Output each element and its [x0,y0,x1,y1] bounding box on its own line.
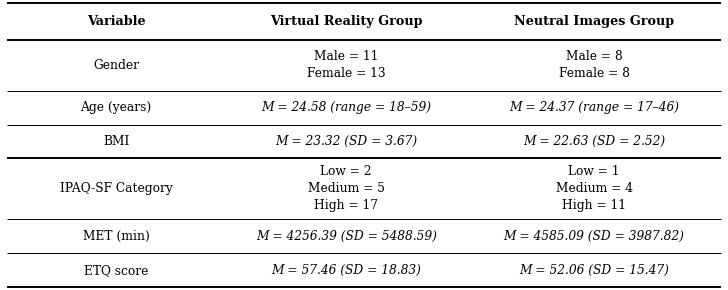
Text: BMI: BMI [103,135,130,148]
Text: Low = 1
Medium = 4
High = 11: Low = 1 Medium = 4 High = 11 [555,165,633,213]
Text: Gender: Gender [93,59,139,72]
Text: Low = 2
Medium = 5
High = 17: Low = 2 Medium = 5 High = 17 [308,165,384,213]
Text: M = 52.06 (SD = 15.47): M = 52.06 (SD = 15.47) [519,264,669,277]
Text: Neutral Images Group: Neutral Images Group [514,15,674,28]
Text: Male = 11
Female = 13: Male = 11 Female = 13 [306,50,386,81]
Text: MET (min): MET (min) [83,230,149,243]
Text: IPAQ-SF Category: IPAQ-SF Category [60,182,173,195]
Text: M = 57.46 (SD = 18.83): M = 57.46 (SD = 18.83) [272,264,421,277]
Text: M = 24.37 (range = 17–46): M = 24.37 (range = 17–46) [509,101,679,114]
Text: M = 4256.39 (SD = 5488.59): M = 4256.39 (SD = 5488.59) [256,230,437,243]
Text: M = 24.58 (range = 18–59): M = 24.58 (range = 18–59) [261,101,431,114]
Text: Male = 8
Female = 8: Male = 8 Female = 8 [558,50,630,81]
Text: Variable: Variable [87,15,146,28]
Text: Age (years): Age (years) [81,101,151,114]
Text: M = 23.32 (SD = 3.67): M = 23.32 (SD = 3.67) [275,135,417,148]
Text: ETQ score: ETQ score [84,264,149,277]
Text: M = 22.63 (SD = 2.52): M = 22.63 (SD = 2.52) [523,135,665,148]
Text: M = 4585.09 (SD = 3987.82): M = 4585.09 (SD = 3987.82) [504,230,684,243]
Text: Virtual Reality Group: Virtual Reality Group [270,15,422,28]
